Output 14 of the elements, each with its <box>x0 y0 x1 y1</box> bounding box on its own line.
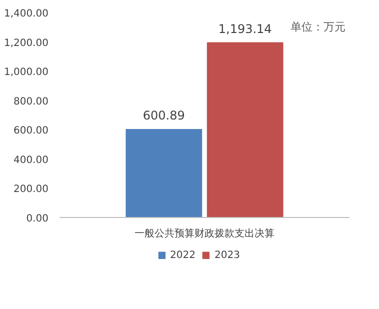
x-tick-label: 一般公共预算财政拨款支出决算 <box>134 228 274 240</box>
y-tick-label: 1,000.00 <box>4 67 48 78</box>
y-tick-label: 0.00 <box>26 214 48 224</box>
legend-label: 2022 <box>170 249 196 261</box>
annotation: 单位：万元 <box>290 20 346 34</box>
y-tick-label: 600.00 <box>14 126 49 137</box>
legend-label: 2023 <box>214 249 240 261</box>
y-tick-label: 400.00 <box>14 154 49 166</box>
y-tick-label: 200.00 <box>14 184 49 196</box>
y-tick-label: 1,400.00 <box>4 8 48 20</box>
y-tick-label: 800.00 <box>14 96 49 108</box>
y-tick-label: 1,200.00 <box>4 38 48 49</box>
data-label: 600.89 <box>142 108 185 123</box>
data-label: 1,193.14 <box>218 22 272 36</box>
